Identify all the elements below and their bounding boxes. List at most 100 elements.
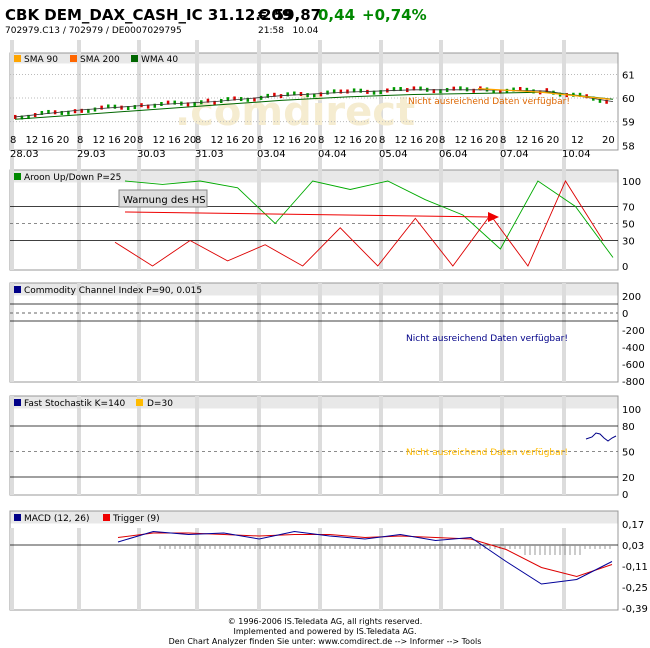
price-candle <box>133 105 137 110</box>
price-value: € 59,87 <box>258 6 322 24</box>
x-hour-tick: 8 <box>500 135 506 146</box>
cci-y-tick: -400 <box>622 343 645 354</box>
price-candle <box>299 92 303 97</box>
wma40-line <box>14 91 614 120</box>
panel-frame <box>9 52 619 151</box>
macd-y-tick: -0,25 <box>622 583 648 594</box>
day-separator <box>257 396 261 495</box>
price-candle <box>366 89 369 94</box>
x-hour-tick: 12 <box>571 135 584 146</box>
price-candle <box>233 96 236 101</box>
stoch-d-title: D=30 <box>147 399 173 409</box>
price-candle <box>605 99 608 104</box>
day-separator <box>500 528 504 610</box>
day-separator <box>257 40 261 150</box>
instrument-title: CBK DEM_DAX_CASH_IC 31.12.209 <box>5 6 293 24</box>
day-separator <box>562 396 566 495</box>
x-hour-tick: 20 <box>57 135 70 146</box>
x-date-tick: 29.03 <box>77 149 106 160</box>
day-separator <box>500 283 504 382</box>
footer-copyright: © 1996-2006 IS.Teledata AG, all rights r… <box>227 617 423 626</box>
price-candle <box>246 97 250 102</box>
panel-header-strip <box>10 396 618 409</box>
price-candle <box>525 87 529 92</box>
price-candle <box>153 103 157 108</box>
aroon-y-tick: 30 <box>622 237 635 248</box>
price-candle <box>67 110 70 115</box>
aroon-up-line <box>124 180 614 258</box>
price-candle <box>93 107 97 112</box>
x-hour-tick: 16 <box>226 135 239 146</box>
stoch-note: Nicht ausreichend Daten verfügbar! <box>406 448 568 458</box>
day-separator <box>439 396 443 495</box>
panel-header-strip <box>10 170 618 183</box>
stoch-legend-swatch <box>14 399 21 406</box>
day-separator <box>500 396 504 495</box>
panel-header-strip <box>10 53 618 64</box>
legend-swatch <box>70 55 77 62</box>
aroon-y-tick: 50 <box>622 220 635 231</box>
day-separator <box>77 157 81 270</box>
day-separator <box>77 528 81 610</box>
day-separator <box>379 40 383 150</box>
x-hour-tick: 8 <box>10 135 16 146</box>
day-separator <box>10 396 14 495</box>
cci-y-tick: 200 <box>622 292 641 303</box>
x-hour-tick: 8 <box>439 135 445 146</box>
price-candle <box>512 87 515 92</box>
day-separator <box>500 157 504 270</box>
day-separator <box>318 283 322 382</box>
price-candle <box>352 88 356 93</box>
cci-note: Nicht ausreichend Daten verfügbar! <box>406 334 568 344</box>
price-candle <box>100 105 103 110</box>
day-separator <box>10 40 14 150</box>
day-separator <box>562 283 566 382</box>
day-separator <box>10 157 14 270</box>
day-separator <box>77 40 81 150</box>
day-separator <box>379 283 383 382</box>
price-candle <box>253 97 256 102</box>
x-hour-tick: 8 <box>77 135 83 146</box>
x-hour-tick: 12 <box>26 135 39 146</box>
day-separator <box>439 283 443 382</box>
x-hour-tick: 12 <box>455 135 468 146</box>
price-candle <box>432 89 436 94</box>
x-hour-tick: 12 <box>334 135 347 146</box>
price-y-tick: 60 <box>622 94 635 105</box>
macd-y-tick: -0,11 <box>622 562 648 573</box>
x-hour-tick: 8 <box>137 135 143 146</box>
day-separator <box>439 157 443 270</box>
x-date-tick: 03.04 <box>257 149 286 160</box>
panel-frame <box>9 282 619 383</box>
day-separator <box>195 396 199 495</box>
day-separator <box>379 157 383 270</box>
x-hour-tick: 20 <box>602 135 615 146</box>
price-candle <box>279 94 283 99</box>
price-candle <box>578 92 582 97</box>
price-candle <box>73 109 77 114</box>
x-hour-tick: 12 <box>395 135 408 146</box>
aroon-y-tick: 0 <box>622 262 628 273</box>
price-candle <box>492 89 495 94</box>
warning-arrow-line <box>124 211 491 218</box>
cci-y-tick: -800 <box>622 377 645 388</box>
price-candle <box>80 108 83 113</box>
x-date-tick: 06.04 <box>439 149 468 160</box>
day-separator <box>439 40 443 150</box>
warning-arrow-head <box>488 212 499 222</box>
price-y-tick: 58 <box>622 141 635 152</box>
cci-y-tick: -200 <box>622 326 645 337</box>
price-candle <box>140 103 143 108</box>
price-candle <box>266 93 269 98</box>
x-hour-tick: 16 <box>288 135 301 146</box>
x-hour-tick: 16 <box>41 135 54 146</box>
day-separator <box>562 157 566 270</box>
price-candle <box>173 100 176 105</box>
instrument-ids: 702979.C13 / 702979 / DE0007029795 <box>5 26 182 36</box>
price-candle <box>452 86 456 91</box>
price-candle <box>213 100 216 105</box>
price-y-tick: 61 <box>622 70 635 81</box>
price-candle <box>60 110 64 115</box>
price-candle <box>313 93 316 98</box>
price-candle <box>126 106 130 111</box>
